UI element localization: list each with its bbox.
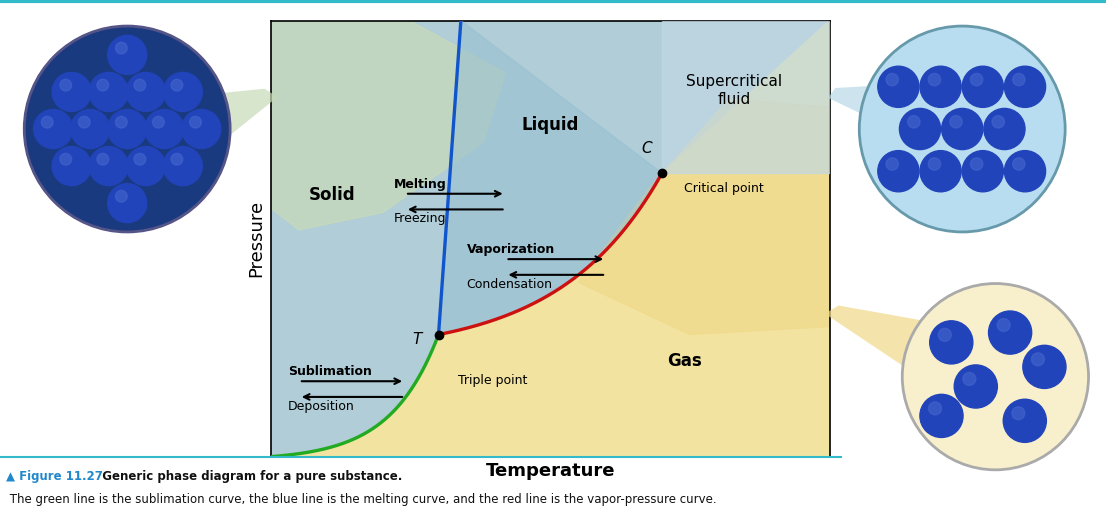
Circle shape <box>899 108 940 150</box>
Polygon shape <box>438 21 661 334</box>
Circle shape <box>153 116 165 128</box>
Circle shape <box>950 116 962 128</box>
Text: Sublimation: Sublimation <box>288 365 372 378</box>
Circle shape <box>107 109 147 149</box>
Circle shape <box>107 184 147 222</box>
Circle shape <box>1003 399 1046 442</box>
Circle shape <box>60 79 72 91</box>
Circle shape <box>920 394 963 438</box>
Circle shape <box>928 158 940 170</box>
Circle shape <box>928 73 940 86</box>
Circle shape <box>115 42 127 54</box>
Circle shape <box>878 66 919 107</box>
Circle shape <box>954 365 998 408</box>
Polygon shape <box>825 305 1014 385</box>
Text: Melting: Melting <box>394 178 447 191</box>
Circle shape <box>181 109 221 149</box>
Polygon shape <box>243 12 505 230</box>
X-axis label: Temperature: Temperature <box>486 462 615 480</box>
Text: Gas: Gas <box>667 352 701 370</box>
Polygon shape <box>578 99 841 334</box>
Text: Solid: Solid <box>309 186 356 204</box>
Circle shape <box>145 109 184 149</box>
Circle shape <box>90 147 128 186</box>
Text: Deposition: Deposition <box>288 400 355 413</box>
Circle shape <box>97 79 108 91</box>
Circle shape <box>938 328 951 341</box>
Polygon shape <box>271 21 830 457</box>
Circle shape <box>908 116 920 128</box>
Text: ▲ Figure 11.27: ▲ Figure 11.27 <box>6 470 103 482</box>
Circle shape <box>963 373 975 385</box>
Text: Supercritical
fluid: Supercritical fluid <box>687 74 783 107</box>
Circle shape <box>79 116 90 128</box>
Text: Generic phase diagram for a pure substance.: Generic phase diagram for a pure substan… <box>94 470 403 482</box>
Circle shape <box>1032 353 1044 366</box>
Circle shape <box>24 26 230 232</box>
Text: Triple point: Triple point <box>458 374 528 387</box>
Circle shape <box>962 151 1003 192</box>
Circle shape <box>1023 345 1066 389</box>
Circle shape <box>71 109 109 149</box>
Circle shape <box>60 153 72 165</box>
Circle shape <box>902 284 1088 470</box>
Text: Vaporization: Vaporization <box>467 243 555 256</box>
Circle shape <box>115 116 127 128</box>
Circle shape <box>126 147 165 186</box>
Text: Liquid: Liquid <box>522 116 578 134</box>
Circle shape <box>171 153 182 165</box>
Circle shape <box>189 116 201 128</box>
Circle shape <box>90 72 128 111</box>
Circle shape <box>1013 158 1025 170</box>
Polygon shape <box>828 79 982 148</box>
Circle shape <box>970 73 983 86</box>
Circle shape <box>920 151 961 192</box>
Circle shape <box>52 72 91 111</box>
Circle shape <box>1013 73 1025 86</box>
Circle shape <box>134 79 146 91</box>
Circle shape <box>134 153 146 165</box>
Circle shape <box>886 73 898 86</box>
Polygon shape <box>661 21 830 173</box>
Circle shape <box>920 66 961 107</box>
Polygon shape <box>104 89 278 164</box>
Text: The green line is the sublimation curve, the blue line is the melting curve, and: The green line is the sublimation curve,… <box>6 493 717 506</box>
Y-axis label: Pressure: Pressure <box>248 200 265 277</box>
Circle shape <box>97 153 108 165</box>
Circle shape <box>929 402 941 415</box>
Circle shape <box>126 72 165 111</box>
Circle shape <box>164 147 202 186</box>
Polygon shape <box>271 21 830 457</box>
Circle shape <box>1012 407 1025 420</box>
Circle shape <box>107 36 147 74</box>
Circle shape <box>886 158 898 170</box>
Circle shape <box>164 72 202 111</box>
Text: $C$: $C$ <box>641 140 654 156</box>
Circle shape <box>859 26 1065 232</box>
Polygon shape <box>271 21 830 457</box>
Circle shape <box>52 147 91 186</box>
Circle shape <box>992 116 1004 128</box>
Circle shape <box>41 116 53 128</box>
Circle shape <box>1004 66 1045 107</box>
Circle shape <box>941 108 983 150</box>
Circle shape <box>989 311 1032 354</box>
Circle shape <box>998 318 1010 331</box>
Circle shape <box>962 66 1003 107</box>
Text: Freezing: Freezing <box>394 213 447 225</box>
Circle shape <box>115 190 127 202</box>
Circle shape <box>1004 151 1045 192</box>
Circle shape <box>970 158 983 170</box>
Circle shape <box>930 321 973 364</box>
Circle shape <box>984 108 1025 150</box>
Text: Critical point: Critical point <box>685 182 764 195</box>
Circle shape <box>171 79 182 91</box>
Circle shape <box>33 109 73 149</box>
Text: Condensation: Condensation <box>467 278 553 291</box>
Text: $T$: $T$ <box>413 331 425 347</box>
Circle shape <box>878 151 919 192</box>
